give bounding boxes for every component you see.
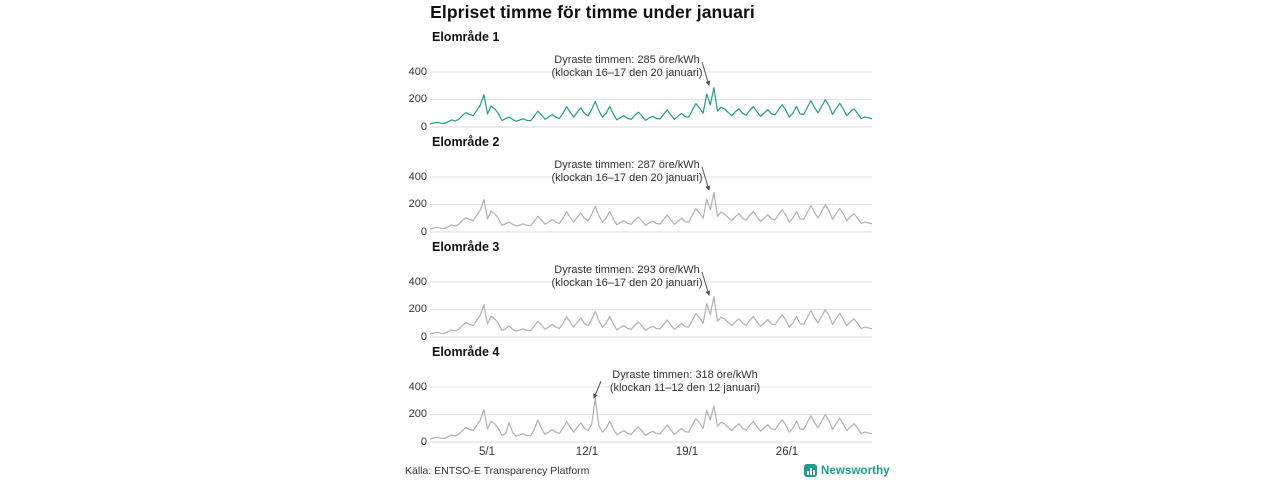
source-attribution: Källa: ENTSO-E Transparency Platform <box>405 465 590 477</box>
y-tick-0: 0 <box>420 121 427 133</box>
y-tick-200: 200 <box>408 408 427 420</box>
annotation-arrow-icon <box>701 61 711 86</box>
x-tick-12-1: 12/1 <box>575 446 599 458</box>
panel-elomrade-4: Elområde 4 400 200 0 Dyraste timmen: 318… <box>405 343 877 448</box>
price-line-chart <box>430 176 872 233</box>
newsworthy-wordmark: Newsworthy <box>821 464 890 477</box>
annotation-arrow-icon <box>701 271 711 296</box>
panel-title: Elområde 3 <box>432 240 500 254</box>
x-tick-5-1: 5/1 <box>479 446 495 458</box>
price-line-chart <box>430 386 872 443</box>
y-tick-0: 0 <box>420 331 427 343</box>
price-line-chart <box>430 71 872 128</box>
y-tick-400: 400 <box>408 171 427 183</box>
panel-elomrade-2: Elområde 2 400 200 0 Dyraste timmen: 287… <box>405 133 877 238</box>
newsworthy-brand: Newsworthy <box>804 463 890 478</box>
max-price-annotation: Dyraste timmen: 318 öre/kWh (klockan 11–… <box>570 369 800 394</box>
annotation-line1: Dyraste timmen: 285 öre/kWh <box>554 54 700 66</box>
panel-elomrade-3: Elområde 3 400 200 0 Dyraste timmen: 293… <box>405 238 877 343</box>
x-tick-19-1: 19/1 <box>675 446 699 458</box>
max-price-annotation: Dyraste timmen: 293 öre/kWh (klockan 16–… <box>512 264 742 289</box>
y-tick-0: 0 <box>420 226 427 238</box>
y-tick-200: 200 <box>408 303 427 315</box>
annotation-arrow-icon <box>593 380 602 399</box>
price-line-chart <box>430 281 872 338</box>
page-title: Elpriset timme för timme under januari <box>430 2 755 22</box>
panel-title: Elområde 2 <box>432 135 500 149</box>
annotation-line2: (klockan 16–17 den 20 januari) <box>551 276 703 289</box>
max-price-annotation: Dyraste timmen: 285 öre/kWh (klockan 16–… <box>512 54 742 79</box>
annotation-line2: (klockan 16–17 den 20 januari) <box>551 66 703 79</box>
y-tick-400: 400 <box>408 381 427 393</box>
y-tick-400: 400 <box>408 276 427 288</box>
panel-elomrade-1: Elområde 1 400 200 0 Dyraste timmen: 285… <box>405 28 877 133</box>
panel-title: Elområde 1 <box>432 30 500 44</box>
annotation-line1: Dyraste timmen: 293 öre/kWh <box>554 264 700 276</box>
y-tick-200: 200 <box>408 198 427 210</box>
x-tick-26-1: 26/1 <box>775 446 799 458</box>
annotation-arrow-icon <box>701 166 711 191</box>
y-tick-200: 200 <box>408 93 427 105</box>
max-price-annotation: Dyraste timmen: 287 öre/kWh (klockan 16–… <box>512 159 742 184</box>
y-tick-400: 400 <box>408 66 427 78</box>
annotation-line2: (klockan 11–12 den 12 januari) <box>609 381 761 394</box>
newsworthy-logo-icon <box>804 464 817 477</box>
y-tick-0: 0 <box>420 436 427 448</box>
annotation-line2: (klockan 16–17 den 20 januari) <box>551 171 703 184</box>
annotation-line1: Dyraste timmen: 287 öre/kWh <box>554 159 700 171</box>
panel-title: Elområde 4 <box>432 345 500 359</box>
annotation-line1: Dyraste timmen: 318 öre/kWh <box>612 369 758 381</box>
